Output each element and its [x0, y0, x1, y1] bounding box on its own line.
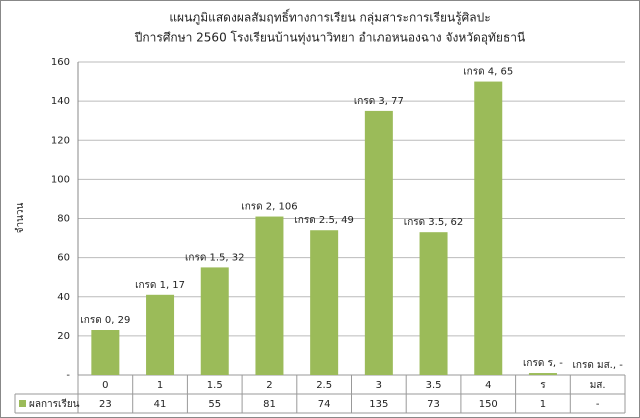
bar-annotation: เกรด 1.5, 32 — [185, 252, 245, 263]
category-label: 0 — [102, 380, 108, 391]
table-value: 135 — [369, 399, 388, 410]
category-label: 1 — [157, 380, 163, 391]
category-label: ร — [540, 380, 546, 391]
y-tick-label: 100 — [51, 174, 70, 185]
bar — [91, 330, 120, 375]
category-label: 3.5 — [426, 380, 442, 391]
category-label: 3 — [376, 380, 382, 391]
bar — [419, 232, 448, 375]
bar — [528, 373, 557, 375]
y-tick-label: 80 — [57, 214, 70, 225]
y-tick-label: 60 — [57, 253, 70, 264]
y-tick-label: 140 — [51, 96, 70, 107]
bar-annotation: เกรด 1, 17 — [135, 280, 185, 291]
table-value: - — [596, 399, 600, 410]
category-label: มส. — [590, 380, 606, 391]
legend-label: ผลการเรียน — [29, 398, 80, 410]
y-tick-label: - — [66, 370, 70, 381]
table-value: 81 — [263, 399, 276, 410]
category-label: 1.5 — [207, 380, 223, 391]
category-label: 2 — [266, 380, 272, 391]
bar-annotation: เกรด ร, - — [523, 358, 563, 369]
bar — [146, 294, 175, 375]
bar — [364, 110, 393, 375]
y-tick-label: 120 — [51, 135, 70, 146]
table-value: 41 — [154, 399, 167, 410]
table-value: 1 — [540, 399, 546, 410]
y-tick-label: 20 — [57, 331, 70, 342]
category-label: 4 — [485, 380, 491, 391]
table-value: 74 — [318, 399, 331, 410]
y-tick-label: 40 — [57, 292, 70, 303]
bar — [255, 216, 284, 375]
bar — [200, 267, 229, 375]
chart-subtitle: ปีการศึกษา 2560 โรงเรียนบ้านทุ่งนาวิทยา … — [134, 31, 525, 46]
bar-annotation: เกรด 2, 106 — [241, 202, 297, 213]
chart-title: แผนภูมิแสดงผลสัมฤทธิ์ทางการเรียน กลุ่มสา… — [169, 9, 490, 26]
y-axis-label: จำนวน — [15, 202, 26, 233]
bar-annotation: เกรด 3, 77 — [354, 96, 404, 107]
bar — [310, 230, 339, 375]
category-label: 2.5 — [316, 380, 332, 391]
table-value: 55 — [208, 399, 221, 410]
bar — [474, 81, 503, 375]
table-value: 73 — [427, 399, 440, 410]
bar-annotation: เกรด มส., - — [572, 360, 623, 371]
bar-annotation: เกรด 2.5, 49 — [294, 215, 354, 226]
legend-swatch — [19, 400, 26, 407]
bar-annotation: เกรด 4, 65 — [463, 67, 513, 78]
table-value: 150 — [479, 399, 498, 410]
y-tick-label: 160 — [51, 57, 70, 68]
table-value: 23 — [99, 399, 112, 410]
bar-annotation: เกรด 0, 29 — [80, 315, 130, 326]
bar-annotation: เกรด 3.5, 62 — [404, 217, 464, 228]
